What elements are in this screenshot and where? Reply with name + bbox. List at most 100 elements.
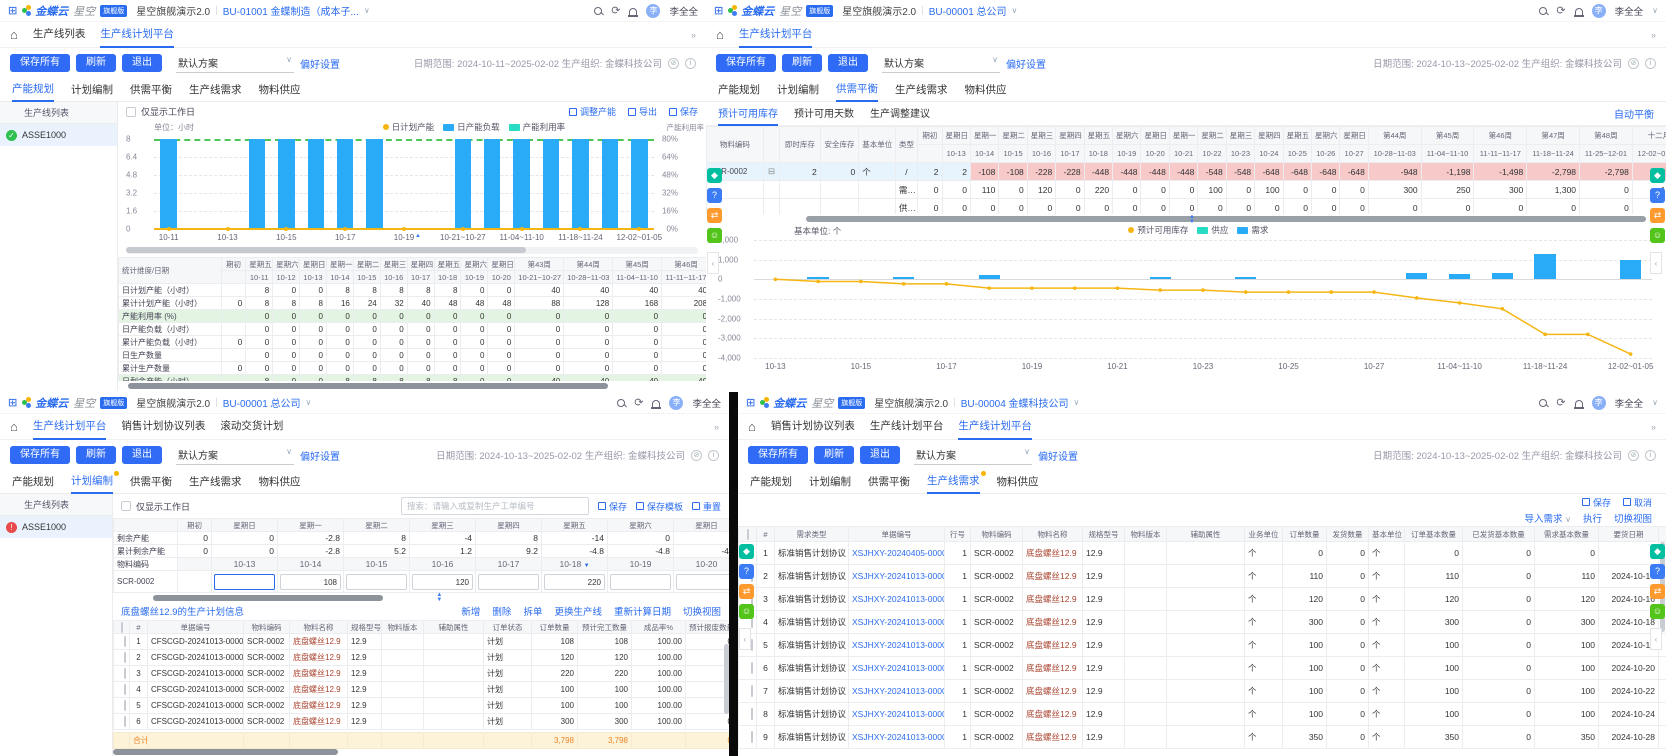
apps-grid-icon[interactable]: ⊞ xyxy=(8,397,18,409)
table-scrollbar[interactable] xyxy=(128,383,608,389)
agreement-link[interactable]: XSJHXY-20241013-000001 xyxy=(848,656,945,680)
cell[interactable]: 0 xyxy=(245,322,274,336)
cell[interactable]: 0 xyxy=(406,322,435,336)
bell-icon[interactable] xyxy=(628,7,639,17)
cell[interactable] xyxy=(220,374,247,381)
apps-grid-icon[interactable]: ⊞ xyxy=(714,5,724,17)
tab-supply-demand-balance[interactable]: 供需平衡 xyxy=(130,84,172,96)
cell[interactable]: 0 xyxy=(661,335,706,349)
cell[interactable]: 0 xyxy=(299,361,327,375)
legend-item[interactable]: 供应 xyxy=(1197,224,1228,236)
share-icon[interactable]: ⇄ xyxy=(1650,208,1665,223)
demand-row[interactable]: 5标准销售计划协议XSJHXY-20241013-0000011SCR-0002… xyxy=(738,633,1666,657)
tab-material-supply[interactable]: 物料供应 xyxy=(258,84,301,96)
cell[interactable]: 40 xyxy=(612,283,663,297)
agreement-link[interactable]: XSJHXY-20241013-000001 xyxy=(848,679,945,703)
preferences-link[interactable]: 偏好设置 xyxy=(1006,59,1046,71)
tab-capacity-planning[interactable]: 产能规划 xyxy=(718,84,760,96)
delete-button[interactable]: 删除 xyxy=(492,607,512,618)
cell[interactable]: 0 xyxy=(352,322,381,336)
plan-select[interactable]: 默认方案 ∨ xyxy=(914,445,1032,465)
filter-icon[interactable]: ▼ xyxy=(583,563,590,569)
demand-row[interactable]: 9标准销售计划协议XSJHXY-20241013-0000011SCR-0002… xyxy=(738,725,1666,749)
order-row[interactable]: 5 CFSCGD-20241013-000029 SCR-0002 底盘螺丝12.9 1… xyxy=(113,697,729,714)
cell[interactable]: 0 xyxy=(487,322,516,336)
collaboration-icon[interactable]: ◆ xyxy=(1650,544,1665,559)
agreement-link[interactable]: XSJHXY-20241013-000001 xyxy=(848,610,945,634)
cell[interactable]: 8 xyxy=(245,296,274,310)
navtab-production-line-planning-1[interactable]: 生产线计划平台 xyxy=(869,419,944,432)
info-icon[interactable]: i xyxy=(685,57,696,69)
agreement-link[interactable]: XSJHXY-20241013-000001 xyxy=(848,725,945,749)
cell[interactable]: 8 xyxy=(272,296,301,310)
item-row[interactable]: SCR-0002 ⊟ 2 0 个/2 2 -108 -108 -228 -228 -448 -448-… xyxy=(706,162,1666,181)
export-button[interactable]: 导出 xyxy=(627,105,657,118)
cell[interactable]: 0 xyxy=(379,361,408,375)
refresh-button[interactable]: 刷新 xyxy=(76,446,116,464)
cell[interactable]: 0 xyxy=(272,361,301,375)
cell[interactable]: 8 xyxy=(352,283,381,297)
tab-supply-demand-balance[interactable]: 供需平衡 xyxy=(868,476,910,488)
row-checkbox[interactable] xyxy=(751,593,753,605)
cell[interactable]: 0 xyxy=(514,348,565,362)
row-checkbox[interactable] xyxy=(124,636,126,647)
home-icon[interactable]: ⌂ xyxy=(716,27,724,42)
navtab-rolling-delivery-plan[interactable]: 滚动交货计划 xyxy=(220,419,284,432)
cell[interactable]: 0 xyxy=(352,361,381,375)
cell[interactable]: 0 xyxy=(433,361,462,375)
tab-material-supply[interactable]: 物料供应 xyxy=(964,84,1007,96)
demand-row[interactable]: 8标准销售计划协议XSJHXY-20241013-0000011SCR-0002… xyxy=(738,702,1666,726)
cell[interactable]: 8 xyxy=(406,283,435,297)
cell[interactable]: 32 xyxy=(379,296,408,310)
tab-line-demand[interactable]: 生产线需求 xyxy=(927,471,986,494)
cell[interactable]: 8 xyxy=(433,283,462,297)
cell[interactable]: 48 xyxy=(487,296,516,310)
user-name[interactable]: 李全全 xyxy=(1614,398,1644,410)
cell[interactable]: 0 xyxy=(563,309,614,323)
cell[interactable]: 0 xyxy=(563,348,614,362)
reset-button[interactable]: 重置 xyxy=(691,500,721,513)
plan-select[interactable]: 默认方案 ∨ xyxy=(176,445,294,465)
order-row[interactable]: 1 CFSCGD-20241013-000025 SCR-0002 底盘螺丝12.9 1… xyxy=(113,633,729,650)
home-icon[interactable]: ⌂ xyxy=(10,27,18,42)
cell[interactable]: 0 xyxy=(514,322,565,336)
cell[interactable]: 0 xyxy=(433,335,462,349)
plan-info-link[interactable]: 底盘螺丝12.9的生产计划信息 xyxy=(121,607,244,618)
block-icon[interactable]: ⊘ xyxy=(1628,57,1639,69)
avatar[interactable]: 李 xyxy=(1591,395,1606,410)
tab-plan-editing[interactable]: 计划编制 xyxy=(809,476,851,488)
chevron-down-icon[interactable]: ∨ xyxy=(1073,398,1080,407)
cell[interactable]: 0 xyxy=(406,335,435,349)
collapse-rail-icon[interactable]: ‹ xyxy=(1650,628,1662,650)
legend-item[interactable]: 日计划产能 xyxy=(382,121,434,133)
cell[interactable]: 0 xyxy=(352,348,381,362)
preferences-link[interactable]: 偏好设置 xyxy=(300,59,340,71)
help-icon[interactable]: ? xyxy=(707,188,722,203)
cell[interactable]: 88 xyxy=(514,296,565,310)
feedback-icon[interactable]: ☺ xyxy=(707,228,722,243)
save-template-button[interactable]: 保存模板 xyxy=(635,500,683,513)
line-list-item[interactable]: ✓ ASSE1000 xyxy=(0,124,117,146)
workday-checkbox[interactable] xyxy=(121,501,131,511)
save-all-button[interactable]: 保存所有 xyxy=(716,54,776,72)
tab-capacity-planning[interactable]: 产能规划 xyxy=(12,81,54,102)
auto-balance-link[interactable]: 自动平衡 xyxy=(1614,110,1654,121)
collaboration-icon[interactable]: ◆ xyxy=(707,168,722,183)
cell[interactable]: 0 xyxy=(563,335,614,349)
refresh-button[interactable]: 刷新 xyxy=(76,54,116,72)
select-all-checkbox[interactable] xyxy=(746,528,749,540)
order-row[interactable]: 4 CFSCGD-20241013-000028 SCR-0002 底盘螺丝12.9 1… xyxy=(113,681,729,698)
collaboration-icon[interactable]: ◆ xyxy=(739,544,754,559)
demand-row[interactable]: 2标准销售计划协议XSJHXY-20241013-0000011SCR-0002… xyxy=(738,564,1666,588)
feedback-icon[interactable]: ☺ xyxy=(1650,604,1665,619)
import-demand-button[interactable]: 导入需求 ∨ xyxy=(1524,514,1571,525)
vertical-scrollbar[interactable] xyxy=(724,644,729,714)
cell[interactable]: 8 xyxy=(299,296,327,310)
switch-view-button[interactable]: 切换视图 xyxy=(682,607,721,618)
grid-scrollbar[interactable] xyxy=(153,595,383,601)
preferences-link[interactable]: 偏好设置 xyxy=(300,451,340,463)
cell[interactable]: 0 xyxy=(406,348,435,362)
cell[interactable]: 0 xyxy=(325,322,354,336)
plan-table-scrollbar[interactable] xyxy=(113,749,338,755)
cell[interactable]: 0 xyxy=(612,361,663,375)
